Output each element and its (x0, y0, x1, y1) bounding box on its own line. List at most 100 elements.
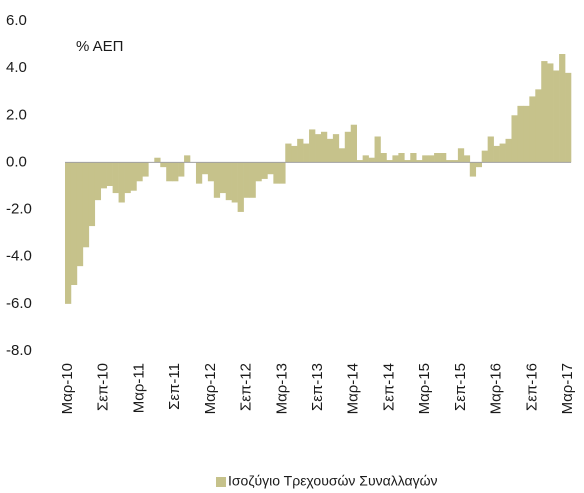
bar (356, 160, 363, 163)
bar (303, 143, 310, 163)
bar (231, 162, 238, 203)
bar (380, 153, 387, 163)
bar (386, 160, 393, 163)
y-tick-label: -2.0 (6, 201, 32, 218)
bar (142, 162, 149, 177)
bar (559, 54, 566, 163)
bar (374, 136, 381, 163)
bar (273, 162, 280, 184)
bar (481, 150, 488, 163)
bar (332, 134, 340, 163)
y-tick-label: -6.0 (6, 295, 32, 312)
x-tick-label: Μαρ-17 (559, 363, 576, 414)
bar (195, 162, 203, 184)
bar (106, 162, 113, 186)
bar (493, 145, 500, 163)
bar (118, 162, 125, 203)
bar (88, 162, 96, 227)
bar (565, 72, 572, 163)
bar (517, 105, 524, 163)
bar (457, 148, 465, 163)
bar (422, 155, 429, 163)
bar (511, 115, 518, 163)
y-tick-label: 4.0 (6, 59, 27, 76)
bar (410, 153, 417, 163)
bar (451, 160, 459, 163)
bar (160, 162, 167, 168)
bar (434, 153, 441, 163)
y-tick-label: -8.0 (6, 342, 32, 359)
bar (440, 153, 447, 163)
bar (178, 162, 185, 177)
bar (297, 138, 304, 163)
bar (523, 105, 530, 163)
bar (166, 162, 173, 182)
bar (350, 124, 357, 163)
bar (82, 162, 90, 248)
bar (499, 143, 506, 163)
bar (130, 162, 137, 191)
x-tick-label: Μαρ-10 (59, 363, 76, 414)
x-tick-label: Σεπ-10 (95, 363, 112, 411)
bar (392, 155, 399, 163)
x-tick-label: Μαρ-12 (202, 363, 219, 414)
bar (553, 70, 560, 163)
bar (529, 96, 536, 163)
x-tick-label: Σεπ-13 (309, 363, 326, 411)
legend-label: Ισοζύγιο Τρεχουσών Συναλλαγών (228, 473, 438, 489)
y-tick-label: 2.0 (6, 106, 27, 123)
bar (487, 136, 494, 163)
bar (368, 157, 375, 163)
bar (201, 162, 209, 175)
bar (416, 160, 423, 163)
bar (475, 162, 483, 168)
bar (309, 129, 316, 163)
x-tick-label: Σεπ-14 (380, 363, 397, 411)
bar (463, 155, 471, 163)
bar (112, 162, 119, 194)
bar (243, 162, 250, 198)
bar (255, 162, 262, 182)
bar (184, 155, 191, 163)
x-tick-label: Σεπ-16 (523, 363, 540, 411)
bar (285, 143, 292, 163)
bar (76, 162, 84, 267)
x-tick-label: Σεπ-12 (238, 363, 255, 411)
x-tick-label: Μαρ-11 (130, 363, 147, 413)
bar (338, 148, 346, 163)
bar (428, 155, 435, 163)
x-tick-label: Μαρ-14 (345, 363, 362, 414)
bar (315, 134, 322, 163)
bar (237, 162, 244, 212)
bar (219, 162, 227, 194)
x-tick-label: Μαρ-16 (488, 363, 505, 414)
bar (225, 162, 232, 201)
x-tick-label: Σεπ-11 (166, 363, 183, 410)
bar (362, 155, 369, 163)
bar (94, 162, 102, 201)
bar (404, 160, 411, 163)
bar (326, 138, 334, 163)
bar (70, 162, 78, 285)
bar (469, 162, 477, 177)
y-tick-label: 0.0 (6, 153, 27, 170)
bar (207, 162, 215, 182)
y-tick-label: -4.0 (6, 248, 32, 265)
bar (535, 89, 542, 163)
bar (279, 162, 286, 184)
unit-annotation: % ΑΕΠ (76, 38, 124, 55)
bar (213, 162, 221, 198)
bar (445, 160, 453, 163)
bar (100, 162, 107, 189)
bar (261, 162, 268, 179)
bar (291, 145, 298, 163)
bar (267, 162, 274, 175)
bar (547, 63, 554, 163)
bar (398, 153, 405, 163)
legend-swatch (216, 477, 226, 487)
bar (172, 162, 179, 182)
bar (344, 131, 352, 163)
bar (154, 157, 161, 163)
bar (320, 131, 328, 163)
x-tick-label: Μαρ-13 (273, 363, 290, 414)
